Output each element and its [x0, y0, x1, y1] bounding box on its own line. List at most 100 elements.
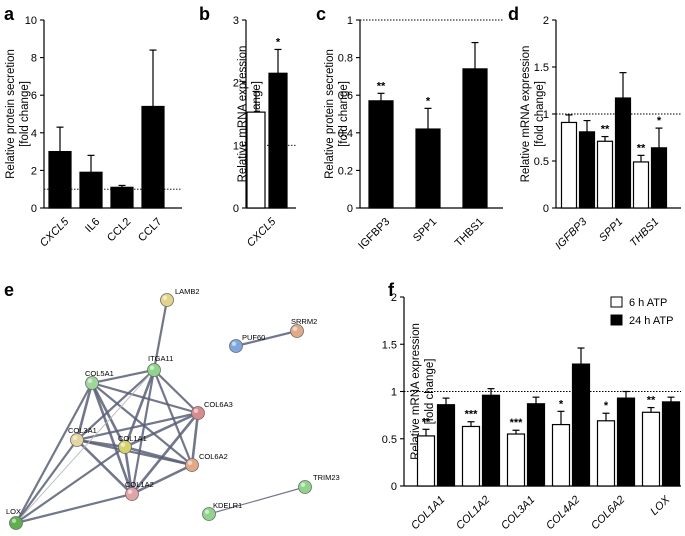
- bar-f-col6a2-s1: [616, 397, 636, 487]
- category-label: COL1A1: [409, 494, 447, 532]
- category-label: COL1A2: [454, 494, 492, 532]
- node-highlight: [231, 341, 237, 346]
- node-highlight: [120, 442, 126, 447]
- legend-swatch-6h: [610, 296, 623, 308]
- category-label: THBS1: [453, 216, 487, 250]
- network-edge: [15, 382, 93, 524]
- panel-letter-b: b: [199, 4, 210, 24]
- legend-label-24h: 24 h ATP: [629, 315, 673, 327]
- significance-mark: *: [426, 95, 431, 107]
- y-axis-label-line2: [fold change]: [19, 81, 31, 147]
- chart-d: 0 0.5 1 1.5 2 Relative mRNA expression [fold c…: [520, 15, 681, 252]
- y-tick-label: 0.8: [338, 53, 353, 65]
- y-tick-label: 0.4: [338, 128, 353, 140]
- network-edge: [130, 412, 200, 495]
- y-axis-label-line1: Relative mRNA expression: [237, 46, 249, 183]
- bar-b-cxcl5-s0: [246, 111, 266, 209]
- y-tick-label: 3: [233, 15, 239, 27]
- node-highlight: [149, 365, 155, 370]
- network-edge: [76, 369, 155, 441]
- y-tick-label: 1: [347, 15, 353, 27]
- node-label: LAMB2: [175, 287, 200, 296]
- node-col3a1: [70, 433, 84, 447]
- network-edge: [153, 369, 199, 414]
- node-label: COL5A1: [85, 369, 114, 378]
- node-label: COL6A2: [199, 452, 228, 461]
- y-axis-label-line2: [fold change]: [338, 81, 350, 147]
- network-edge: [15, 492, 133, 525]
- category-label: THBS1: [628, 216, 662, 250]
- category-label: COL6A2: [589, 494, 627, 532]
- y-tick-label: 0: [347, 203, 353, 215]
- y-tick-label: 2: [391, 292, 397, 304]
- network-edge: [91, 382, 193, 466]
- bar-f-col3a1-s0: [506, 433, 526, 487]
- network-edge: [90, 382, 127, 448]
- significance-mark: ***: [465, 409, 479, 421]
- network-edge: [91, 381, 199, 415]
- bar-d-thbs1-s1: [650, 147, 668, 209]
- bar-a-ccl7-s0: [141, 105, 165, 209]
- significance-mark: *: [276, 36, 281, 48]
- bar-d-igfbp3-s1: [578, 131, 596, 209]
- y-axis-label-line1: Relative mRNA expression: [410, 323, 422, 460]
- bar-f-col4a2-s1: [571, 363, 591, 487]
- y-axis-label: Relative mRNA expression[fold change]: [520, 46, 546, 183]
- network-edge: [90, 382, 134, 495]
- network-edge: [76, 439, 133, 495]
- network-edge: [190, 412, 200, 466]
- chart-a: 0 2 4 6 8 10 Relative protein secretion [fold c…: [5, 15, 182, 249]
- category-label: CCL7: [136, 216, 164, 244]
- node-highlight: [87, 378, 93, 383]
- significance-mark: *: [559, 398, 564, 410]
- y-tick-label: 0: [543, 203, 549, 215]
- significance-mark: **: [377, 80, 386, 92]
- bar-f-col6a2-s0: [596, 420, 616, 487]
- network-edge: [124, 445, 193, 467]
- y-tick-label: 0.6: [338, 90, 353, 102]
- node-highlight: [187, 460, 193, 465]
- y-tick-label: 4: [31, 128, 37, 140]
- y-tick-label: 0.5: [382, 434, 397, 446]
- node-puf60: [229, 339, 243, 353]
- y-tick-label: 0: [391, 481, 397, 493]
- panel-letter-e: e: [4, 280, 14, 300]
- y-axis-label-line1: Relative protein secretion: [5, 49, 17, 179]
- network-edge: [15, 369, 155, 524]
- category-label: IGFBP3: [356, 216, 392, 252]
- bar-c-thbs1-s0: [462, 68, 488, 209]
- bar-d-spp1-s0: [596, 140, 614, 209]
- significance-mark: *: [657, 115, 662, 127]
- y-tick-label: 8: [31, 53, 37, 65]
- network-edge: [130, 369, 156, 495]
- node-label: KDELR1: [213, 501, 242, 510]
- network-edge: [75, 382, 94, 441]
- y-axis-label-line2: [fold change]: [424, 359, 436, 425]
- chart-c: 0 0.2 0.4 0.6 0.8 1 Relative protein secretion…: [324, 15, 503, 252]
- node-highlight: [300, 482, 306, 487]
- y-axis-label-line1: Relative mRNA expression: [520, 46, 532, 183]
- network-edge: [15, 439, 78, 524]
- y-tick-label: 1: [543, 109, 549, 121]
- panel-letter-c: c: [316, 4, 326, 24]
- bar-a-il6-s0: [79, 171, 103, 209]
- bar-f-col1a1-s1: [436, 404, 456, 487]
- y-tick-label: 1: [233, 140, 239, 152]
- bar-f-col3a1-s1: [526, 403, 546, 487]
- bar-c-spp1-s0: [415, 128, 441, 209]
- y-tick-label: 1.5: [382, 339, 397, 351]
- category-label: CXCL5: [245, 215, 279, 249]
- y-tick-label: 1.5: [534, 62, 549, 74]
- network-edge: [131, 463, 193, 496]
- node-trim23: [298, 480, 312, 494]
- panel-letter-f: f: [388, 280, 395, 300]
- node-highlight: [127, 489, 133, 494]
- significance-mark: **: [637, 142, 646, 154]
- node-label: COL1A2: [125, 480, 154, 489]
- y-tick-label: 2: [31, 165, 37, 177]
- network-edge: [152, 299, 169, 371]
- bar-f-col1a1-s0: [416, 435, 436, 487]
